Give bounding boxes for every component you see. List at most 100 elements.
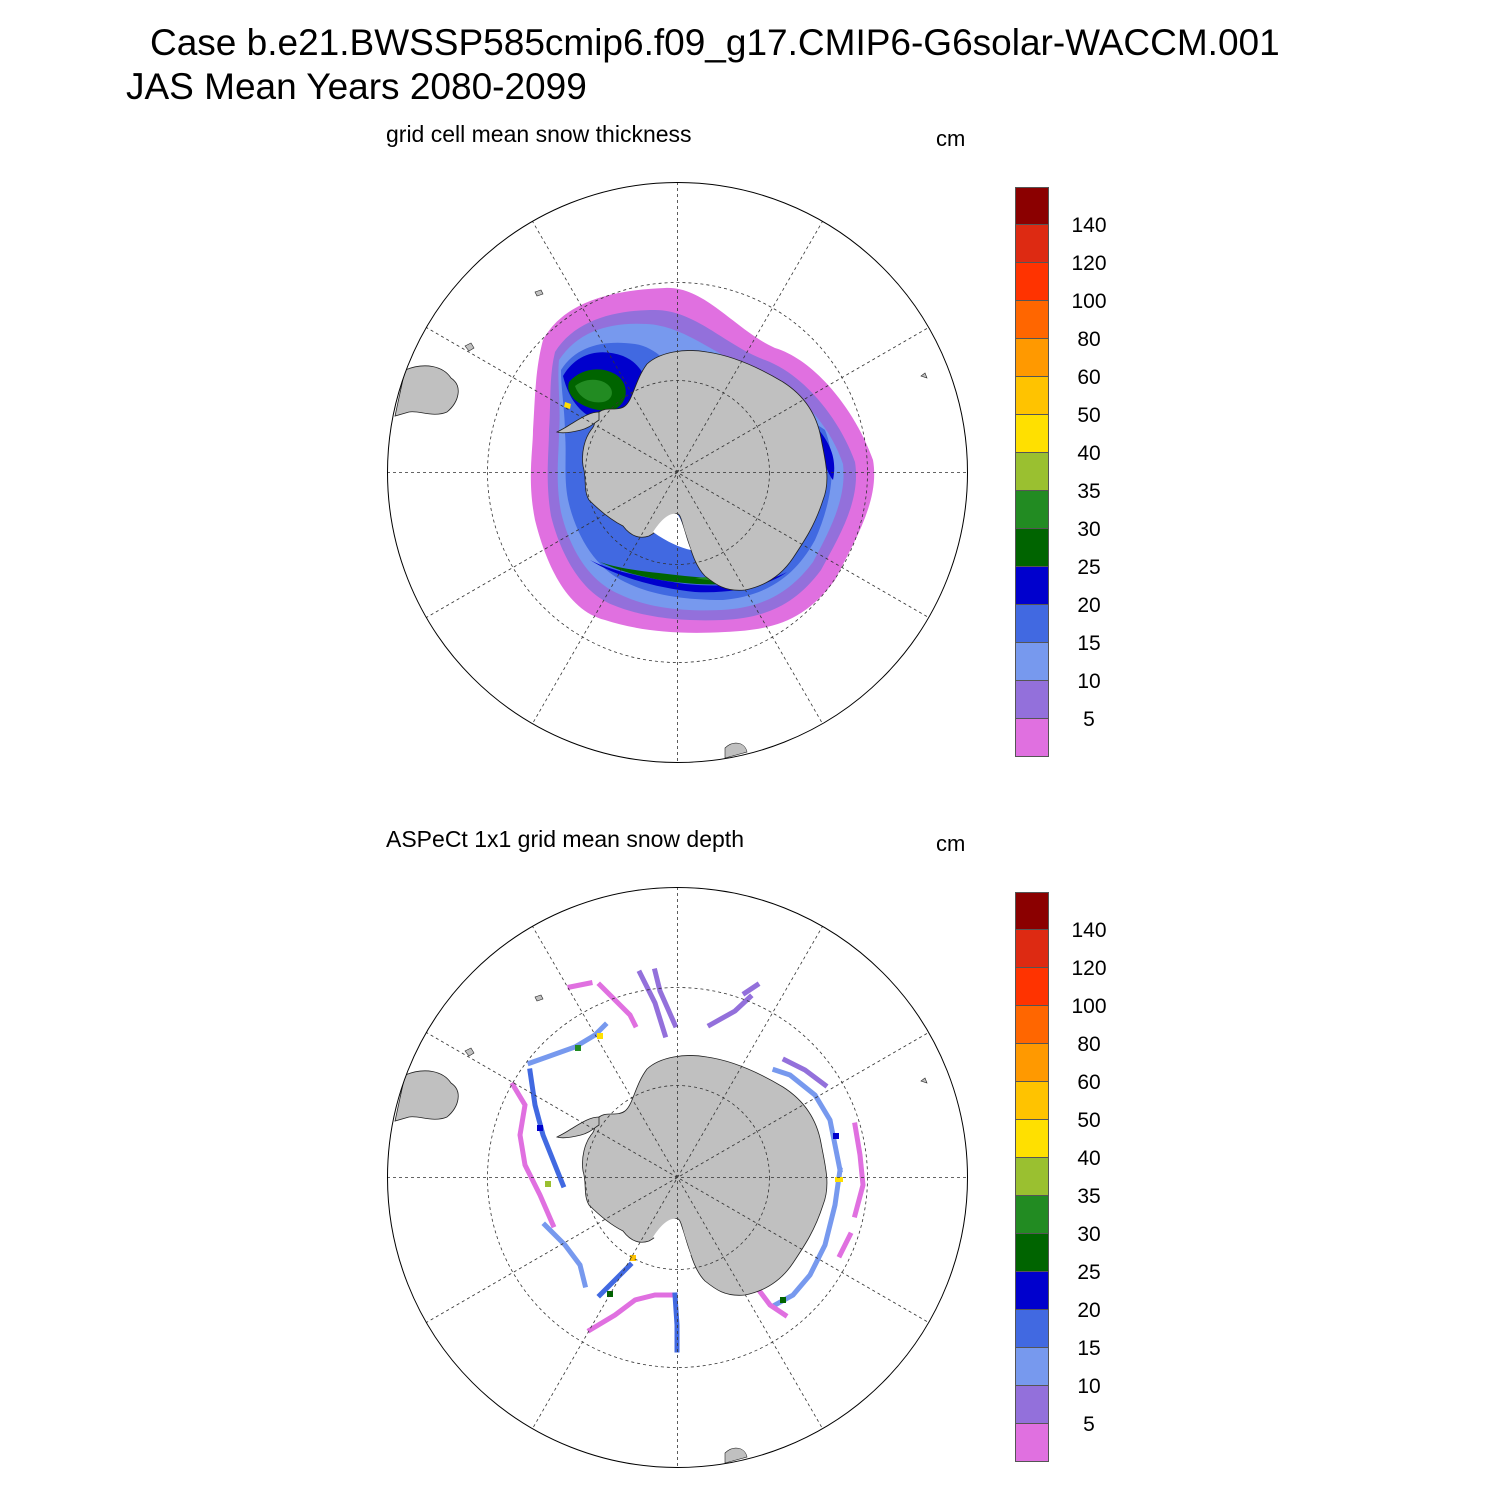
ice-shelf-gap [653, 1218, 691, 1255]
colorbar-tick-label: 5 [1083, 708, 1095, 731]
colorbar-tick-label: 35 [1077, 480, 1101, 503]
south-america-landmass [394, 365, 459, 417]
colorbar-tick-label: 30 [1077, 518, 1101, 541]
colorbar-swatch [1015, 1348, 1049, 1386]
island [534, 994, 544, 1002]
colorbar-tick-label: 25 [1077, 1261, 1101, 1284]
ship-track [586, 1292, 678, 1334]
colorbar-swatch [1015, 968, 1049, 1006]
panel-title-bottom: ASPeCt 1x1 grid mean snow depth [386, 826, 744, 852]
south-america-landmass [394, 1070, 459, 1122]
colorbar-tick-label: 50 [1077, 404, 1101, 427]
obs-cell-high [537, 1125, 543, 1131]
ship-track [771, 1167, 843, 1309]
ship-track [567, 980, 639, 1029]
colorbar-tick-label: 15 [1077, 1337, 1101, 1360]
colorbar-tick-label: 80 [1077, 328, 1101, 351]
colorbar-tick-label: 80 [1077, 1033, 1101, 1056]
island [724, 742, 748, 759]
island [464, 1047, 475, 1057]
obs-cell-high [545, 1181, 551, 1187]
ship-track [672, 1292, 680, 1353]
antarctica-landmass [582, 1055, 828, 1296]
colorbar-tick-label: 120 [1071, 957, 1107, 980]
ship-track [781, 1056, 829, 1089]
unit-label-bottom: cm [936, 831, 966, 856]
colorbar-swatch [1015, 491, 1049, 529]
colorbar-tick-label: 20 [1077, 594, 1101, 617]
colorbar-tick-label: 15 [1077, 632, 1101, 655]
colorbar-swatch [1015, 1310, 1049, 1348]
island [534, 289, 544, 297]
colorbar-swatch [1015, 529, 1049, 567]
colorbar-swatch [1015, 605, 1049, 643]
unit-label-top: cm [936, 126, 966, 151]
colorbar-swatch [1015, 1234, 1049, 1272]
colorbar-swatch [1015, 1082, 1049, 1120]
colorbar-swatch [1015, 1006, 1049, 1044]
polar-map-snow-thickness [387, 182, 968, 763]
colorbar-tick-label: 25 [1077, 556, 1101, 579]
colorbar-tick-label: 60 [1077, 1071, 1101, 1094]
colorbar-tick-label: 10 [1077, 1375, 1101, 1398]
colorbar-tick-label: 20 [1077, 1299, 1101, 1322]
colorbar-swatch [1015, 681, 1049, 719]
obs-cell-high [630, 1255, 636, 1261]
colorbar-tick-label: 100 [1071, 290, 1107, 313]
colorbar-tick-label: 60 [1077, 366, 1101, 389]
antarctic-peninsula [555, 1116, 600, 1139]
island [464, 342, 475, 352]
colorbar-tick-label: 30 [1077, 1223, 1101, 1246]
obs-cell-high [597, 1033, 603, 1039]
colorbar-swatch [1015, 339, 1049, 377]
polar-map-aspect-snow-depth [387, 887, 968, 1468]
colorbar-swatch [1015, 719, 1049, 757]
ship-track [706, 981, 761, 1029]
antarctica-landmass [582, 350, 828, 591]
colorbar-tick-label: 140 [1071, 214, 1107, 237]
colorbar-swatch [1015, 1424, 1049, 1462]
snow-band-30-35 [575, 379, 753, 581]
panel-title-top: grid cell mean snow thickness [386, 121, 692, 147]
ship-track [596, 1261, 634, 1299]
ice-shelf-gap [653, 513, 691, 550]
colorbar-tick-label: 35 [1077, 1185, 1101, 1208]
ship-track [526, 1021, 609, 1067]
colorbar-tick-label: 5 [1083, 1413, 1095, 1436]
colorbar-swatch [1015, 1120, 1049, 1158]
colorbar-tick-label: 140 [1071, 919, 1107, 942]
ship-track [751, 1281, 789, 1319]
colorbar-swatch [1015, 187, 1049, 225]
colorbar-swatch [1015, 377, 1049, 415]
colorbar-tick-label: 50 [1077, 1109, 1101, 1132]
colorbar-swatch [1015, 1196, 1049, 1234]
case-title: Case b.e21.BWSSP585cmip6.f09_g17.CMIP6-G… [150, 22, 1280, 63]
colorbar-swatch [1015, 892, 1049, 930]
colorbar-swatch [1015, 930, 1049, 968]
island [724, 1447, 748, 1464]
period-title: JAS Mean Years 2080-2099 [126, 66, 587, 107]
obs-cell-high [835, 1177, 843, 1182]
colorbar-swatch [1015, 1158, 1049, 1196]
colorbar-tick-label: 100 [1071, 995, 1107, 1018]
ship-track [636, 967, 679, 1039]
colorbar-swatch [1015, 301, 1049, 339]
colorbar-swatch [1015, 643, 1049, 681]
colorbar-swatch [1015, 453, 1049, 491]
colorbar-swatch [1015, 567, 1049, 605]
colorbar-swatch [1015, 225, 1049, 263]
ship-track [527, 1068, 567, 1189]
colorbar-swatch [1015, 263, 1049, 301]
island [920, 372, 928, 379]
colorbar-swatch [1015, 1386, 1049, 1424]
colorbar-tick-label: 10 [1077, 670, 1101, 693]
ship-track [836, 1122, 866, 1259]
ship-track [509, 1081, 557, 1229]
obs-cell-high [833, 1133, 839, 1139]
colorbar-tick-label: 40 [1077, 442, 1101, 465]
colorbar-swatch [1015, 1044, 1049, 1082]
colorbar-tick-label: 120 [1071, 252, 1107, 275]
island [920, 1077, 928, 1084]
obs-cell-high [575, 1045, 581, 1051]
colorbar-swatch [1015, 415, 1049, 453]
